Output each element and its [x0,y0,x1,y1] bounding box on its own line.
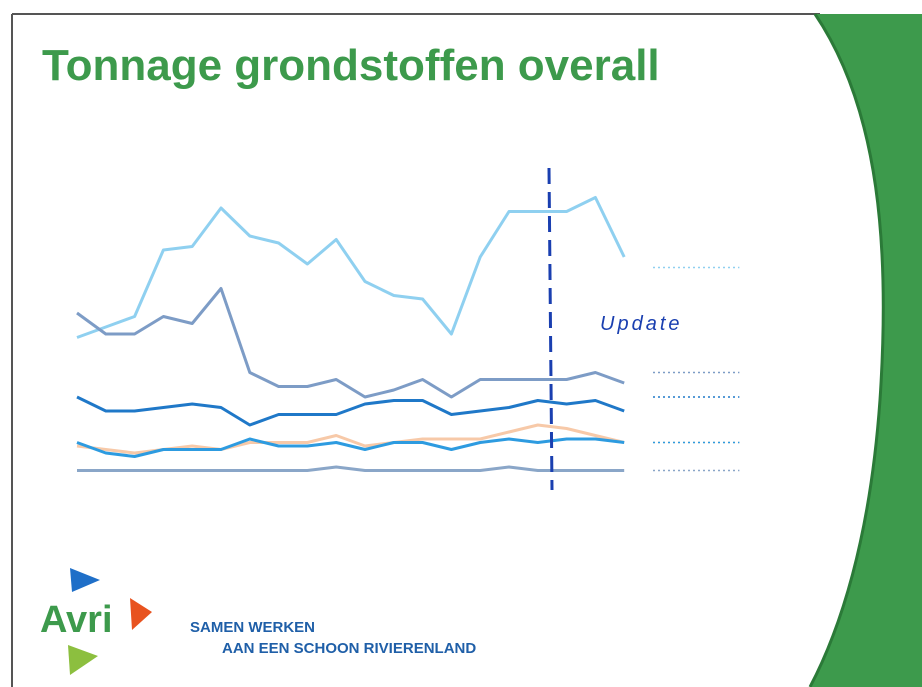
logo-shape-green [68,645,98,675]
slogan-2: AAN EEN SCHOON RIVIERENLAND [222,640,476,657]
series-line [77,465,625,472]
logo-text: Avri [40,599,113,641]
slide-title: Tonnage grondstoffen overall [42,41,660,90]
series-line [76,395,625,427]
swoosh-edge [808,13,885,687]
series-line [76,196,626,339]
series-line [76,287,625,399]
plot [76,196,740,472]
logo-shape-orange [130,598,152,630]
update-line [547,167,554,491]
green-swoosh [810,14,922,687]
update-label: Update [600,313,683,335]
series-line [76,437,625,458]
slogan-1: SAMEN WERKEN [190,619,315,636]
logo-shape-blue [70,568,100,592]
